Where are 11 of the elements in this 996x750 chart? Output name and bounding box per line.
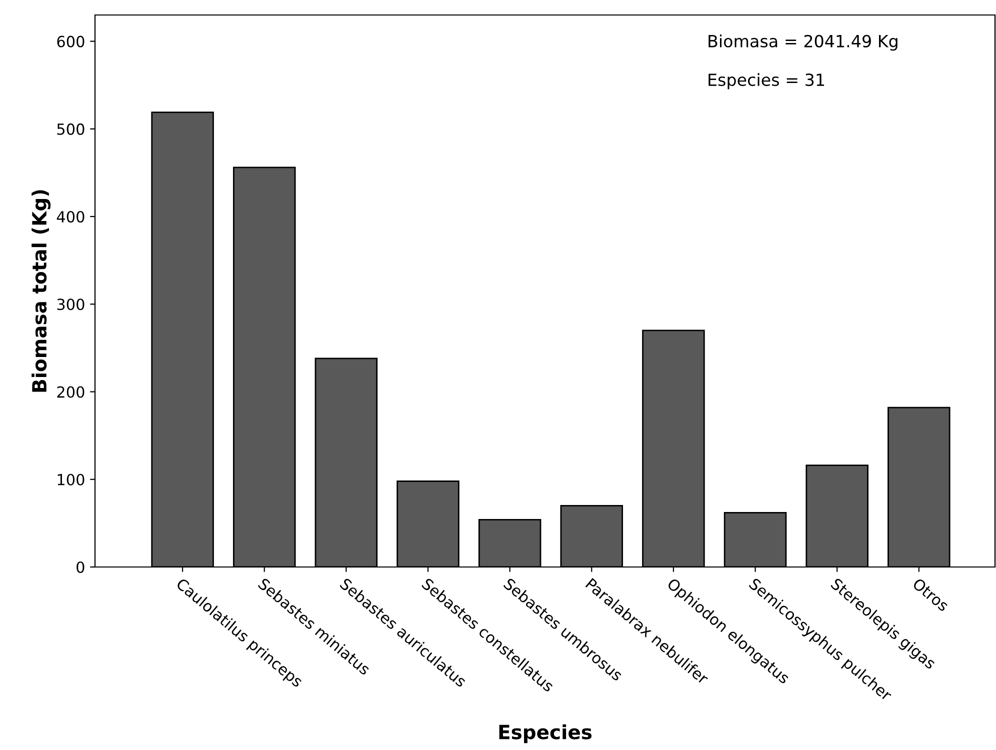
y-tick-label: 300: [57, 298, 84, 310]
y-tick-label: 600: [57, 36, 84, 48]
y-tick-label: 100: [58, 474, 84, 486]
y-tick-label: 200: [57, 386, 84, 398]
y-tick-label: 500: [57, 123, 84, 135]
y-axis-title: Biomasa total (Kg): [32, 190, 51, 392]
x-axis-title: Especies: [499, 724, 592, 744]
annotation: Biomasa = 2041.49 Kg: [708, 34, 898, 51]
y-tick-label: 400: [56, 210, 84, 223]
annotation: Especies = 31: [708, 73, 824, 90]
y-tick-label: 0: [76, 561, 84, 574]
